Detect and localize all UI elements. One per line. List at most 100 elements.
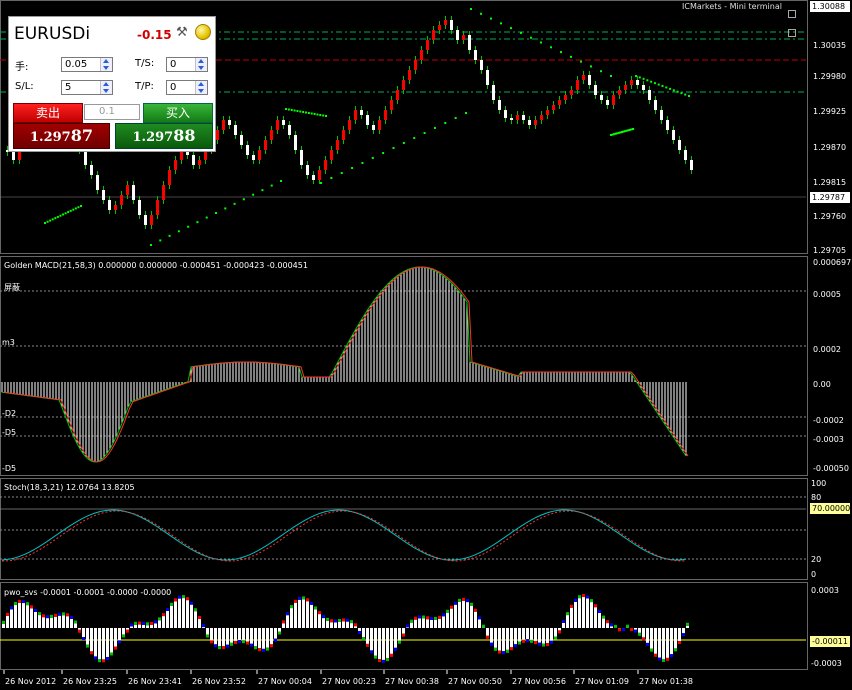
mini-terminal[interactable]: EURUSDi -0.15 ⚒ 手: 0.05 T/S: 0 S/L: 5 T/… (8, 16, 216, 152)
ts-stepper[interactable]: 0 (166, 57, 208, 72)
pwo-bar (74, 623, 77, 628)
pwo-bar (442, 616, 445, 628)
pwo-bar (662, 628, 665, 659)
pwo-bar (202, 627, 205, 628)
pwo-bar-cap (414, 616, 417, 620)
pwo-bar-cap (254, 646, 257, 650)
pwo-bar (594, 607, 597, 628)
stepper-arrows-icon[interactable] (195, 81, 207, 94)
pwo-bar (506, 628, 509, 650)
restore-icon[interactable] (788, 10, 796, 18)
pwo-bar-cap (74, 620, 77, 624)
sar-dot (600, 70, 602, 73)
candle-body (480, 60, 483, 70)
pwo-bar (406, 627, 409, 628)
sar-dot (74, 207, 77, 210)
pwo-bar-cap (138, 621, 141, 625)
pwo-bar (346, 621, 349, 628)
pwo-bar-cap (574, 598, 577, 602)
lot-size-field[interactable]: 0.1 (84, 104, 140, 120)
candle-body (108, 200, 111, 210)
candle-body (354, 110, 357, 120)
window-buttons[interactable] (788, 3, 804, 37)
stepper-arrows-icon[interactable] (195, 58, 207, 71)
stepper-arrows-icon[interactable] (100, 58, 112, 71)
lots-stepper[interactable]: 0.05 (61, 57, 113, 72)
price-axis-label: 1.29815 (813, 178, 846, 187)
pwo-bar (2, 623, 5, 628)
sar-dot (382, 152, 385, 154)
lot-stepper-icon[interactable] (128, 105, 139, 119)
candle-body (18, 148, 21, 160)
pwo-bar (634, 628, 637, 630)
candle-body (684, 150, 687, 160)
candle-body (642, 85, 645, 90)
tools-icon[interactable]: ⚒ (176, 25, 188, 40)
candle-body (126, 185, 129, 195)
pwo-bar-cap (46, 615, 49, 619)
pwo-bar-cap (406, 624, 409, 628)
candle-body (540, 115, 543, 120)
candle-body (168, 170, 171, 185)
sar-dot (433, 127, 436, 129)
sell-price-button[interactable]: 1.29787 (13, 123, 110, 149)
pwo-bar (266, 628, 269, 648)
candle-body (300, 150, 303, 165)
pwo-bar (158, 620, 161, 628)
pwo-bar (638, 628, 641, 633)
candle-body (174, 160, 177, 170)
pwo-bar-cap (626, 624, 629, 628)
pwo-bar-cap (678, 641, 681, 645)
pwo-bar (426, 619, 429, 628)
price-axis-label: 1.29760 (813, 212, 846, 221)
price-axis-label: 1.29870 (813, 143, 846, 152)
pwo-bar (198, 619, 201, 628)
pwo-bar-cap (26, 602, 29, 606)
pwo-bar (126, 628, 129, 630)
candle-body (348, 120, 351, 130)
pwo-bar (246, 628, 249, 642)
sar-dot (310, 112, 313, 115)
pwo-bar-cap (478, 616, 481, 620)
time-axis-label: 27 Nov 00:23 (322, 677, 376, 686)
pwo-bar-cap (94, 656, 97, 660)
buy-header-button[interactable]: 买入 (143, 103, 213, 123)
pwo-bar (218, 628, 221, 647)
pwo-bar-cap (398, 640, 401, 644)
pwo-bar (90, 628, 93, 652)
close-icon[interactable] (788, 29, 796, 37)
candle-body (438, 25, 441, 30)
candle-body (570, 90, 573, 95)
sar-dot (520, 31, 522, 34)
stepper-arrows-icon[interactable] (100, 81, 112, 94)
pwo-bar-cap (262, 648, 265, 652)
pwo-bar-cap (290, 605, 293, 609)
pwo-bar (94, 628, 97, 657)
sar-dot (261, 189, 264, 192)
buy-price-button[interactable]: 1.29788 (115, 123, 213, 149)
pwo-bar-cap (402, 633, 405, 637)
pwo-bar (358, 628, 361, 632)
pwo-bar (206, 628, 209, 635)
pwo-bar (562, 622, 565, 628)
pwo-bar (118, 628, 121, 641)
sell-header-button[interactable]: 卖出 (13, 103, 83, 123)
pwo-bar-cap (134, 621, 137, 625)
pwo-bar (350, 623, 353, 628)
pwo-value-tag: -0.00011 (810, 636, 850, 647)
tp-stepper[interactable]: 0 (166, 80, 208, 95)
sl-stepper[interactable]: 5 (61, 80, 113, 95)
pwo-bar-cap (34, 608, 37, 612)
candle-body (492, 85, 495, 100)
sar-dot (688, 95, 690, 97)
pwo-bar (494, 628, 497, 648)
coin-icon[interactable] (195, 24, 211, 40)
sar-dot (661, 85, 664, 87)
pwo-bar-cap (234, 640, 237, 644)
sar-dot (233, 202, 236, 205)
pwo-bar (438, 618, 441, 628)
pwo-bar-cap (598, 610, 601, 614)
candle-body (324, 160, 327, 170)
pwo-bar-cap (642, 637, 645, 641)
